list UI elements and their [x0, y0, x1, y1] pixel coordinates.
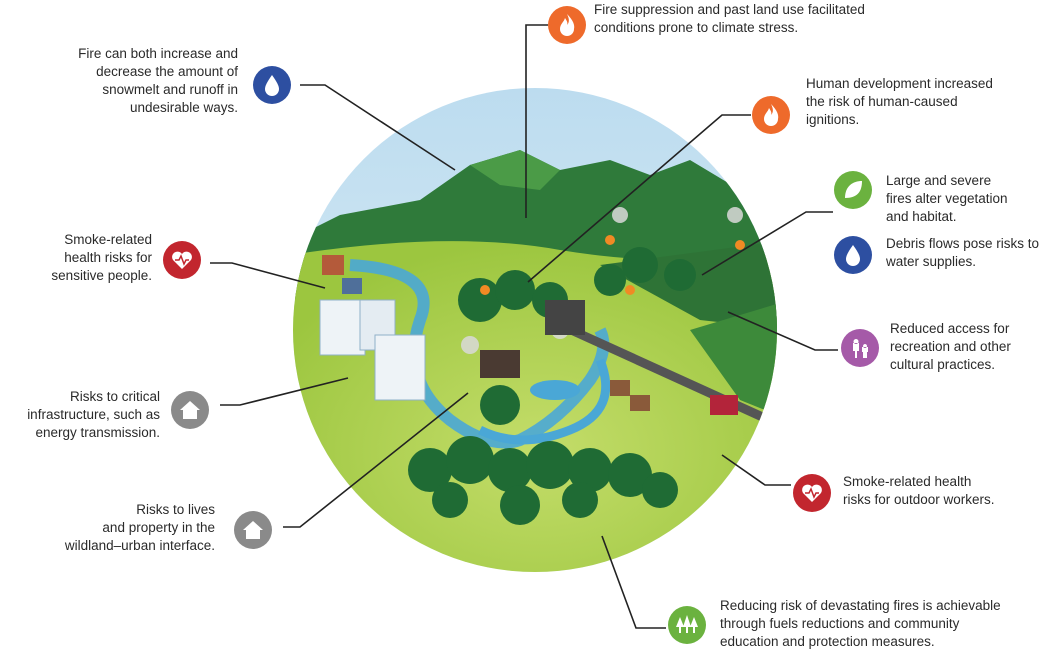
callout-text: and habitat.	[886, 209, 957, 224]
callout-text: water supplies.	[885, 254, 976, 269]
callout-text: Fire suppression and past land use facil…	[594, 2, 865, 17]
callout-text: Reduced access for	[890, 321, 1010, 336]
icon-badge	[841, 329, 879, 367]
landscape	[290, 85, 790, 590]
callout-text: health risks for	[64, 250, 152, 265]
callout-text: Smoke-related	[64, 232, 152, 247]
callout-text: infrastructure, such as	[27, 407, 160, 422]
callout-text: education and protection measures.	[720, 634, 935, 649]
callout-text: fires alter vegetation	[886, 191, 1008, 206]
callout-text: ignitions.	[806, 112, 859, 127]
callout-text: Debris flows pose risks to	[886, 236, 1039, 251]
callout-text: Large and severe	[886, 173, 991, 188]
callout-text: Fire can both increase and	[78, 46, 238, 61]
callout-text: cultural practices.	[890, 357, 995, 372]
callout-text: conditions prone to climate stress.	[594, 20, 798, 35]
callout-text: the risk of human-caused	[806, 94, 958, 109]
callout-text: sensitive people.	[51, 268, 152, 283]
callout-text: Risks to lives	[136, 502, 215, 517]
callout-text: Smoke-related health	[843, 474, 971, 489]
callout-text: decrease the amount of	[96, 64, 238, 79]
callout-text: undesirable ways.	[130, 100, 238, 115]
callout-text: Risks to critical	[70, 389, 160, 404]
callout-text: snowmelt and runoff in	[102, 82, 238, 97]
callout-text: Human development increased	[806, 76, 993, 91]
callout-text: through fuels reductions and community	[720, 616, 960, 631]
callout-text: recreation and other	[890, 339, 1011, 354]
infographic: Fire suppression and past land use facil…	[0, 0, 1060, 653]
callout-text: and property in the	[102, 520, 215, 535]
callout-text: risks for outdoor workers.	[843, 492, 995, 507]
callout-text: Reducing risk of devastating fires is ac…	[720, 598, 1001, 613]
callout-text: energy transmission.	[35, 425, 160, 440]
callout-text: wildland–urban interface.	[64, 538, 215, 553]
